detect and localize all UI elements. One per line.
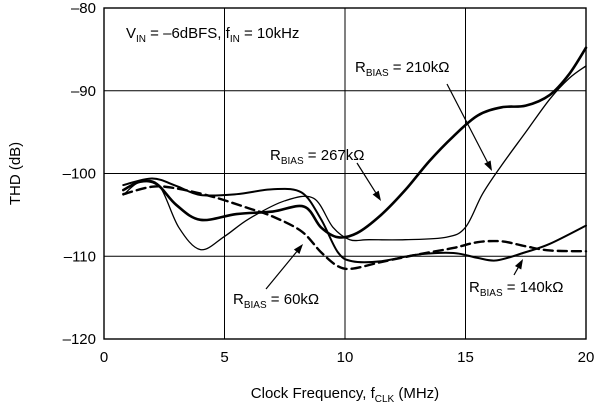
arrow-rbias-267k-shaft [356, 162, 377, 193]
label-rbias-60k-part-2: = 60kΩ [267, 291, 320, 308]
x-axis-label: Clock Frequency, fCLK (MHz) [251, 385, 439, 405]
x-tick-label-2: 10 [337, 349, 354, 366]
x-tick-label-4: 20 [578, 349, 595, 366]
x-axis-label-main: Clock Frequency, f [251, 385, 376, 402]
label-rbias-267k: RBIAS = 267kΩ [270, 147, 364, 167]
label-rbias-267k-part-1: BIAS [281, 156, 304, 167]
test-condition-label-part-0: V [126, 25, 136, 42]
arrow-rbias-60k-head [293, 244, 303, 255]
test-condition-label-part-3: IN [230, 34, 240, 45]
test-condition-label: VIN = –6dBFS, fIN = 10kHz [126, 25, 299, 45]
test-condition-label-part-4: = 10kHz [240, 25, 300, 42]
label-rbias-140k-part-1: BIAS [480, 288, 503, 299]
label-rbias-60k-part-1: BIAS [244, 300, 267, 311]
arrow-rbias-140k-shaft [513, 267, 519, 276]
y-tick-label-2: –100 [63, 166, 96, 183]
arrow-rbias-210k-head [484, 160, 492, 171]
label-rbias-60k-part-0: R [233, 291, 244, 308]
arrow-rbias-267k-head [372, 190, 381, 201]
arrow-rbias-210k-shaft [446, 83, 488, 163]
x-tick-label-3: 15 [457, 349, 474, 366]
y-tick-label-3: –110 [64, 248, 96, 265]
x-tick-label-1: 5 [220, 349, 228, 366]
y-tick-label-0: –80 [71, 0, 96, 17]
arrow-rbias-140k [513, 259, 523, 276]
label-rbias-60k: RBIAS = 60kΩ [233, 291, 319, 311]
series-lines [121, 46, 588, 271]
y-tick-label-1: –90 [71, 83, 96, 100]
label-rbias-210k-part-1: BIAS [366, 68, 389, 79]
test-condition-label-part-2: = –6dBFS, f [146, 25, 231, 42]
label-rbias-140k-part-2: = 140kΩ [503, 279, 564, 296]
arrow-rbias-267k [356, 162, 381, 201]
y-tick-label-4: –120 [63, 331, 96, 348]
label-rbias-210k: RBIAS = 210kΩ [355, 59, 449, 79]
label-rbias-210k-part-0: R [355, 59, 366, 76]
series-rbias-210k-line [122, 65, 587, 251]
series-rbias-267k-line [121, 46, 588, 239]
x-tick-label-0: 0 [100, 349, 108, 366]
arrow-rbias-140k-head [514, 259, 523, 270]
plot-frame [103, 7, 587, 340]
x-axis-label-sub: CLK [375, 394, 395, 405]
arrow-rbias-60k-shaft [265, 251, 298, 290]
test-condition-label-part-1: IN [136, 34, 146, 45]
label-rbias-267k-part-0: R [270, 147, 281, 164]
label-rbias-267k-part-2: = 267kΩ [304, 147, 365, 164]
label-rbias-140k-part-0: R [469, 279, 480, 296]
arrow-rbias-60k [265, 244, 303, 290]
x-axis-label-unit: (MHz) [394, 385, 439, 402]
y-axis-label: THD (dB) [7, 142, 24, 205]
series-rbias-140k-line [122, 177, 587, 264]
arrow-rbias-210k [446, 83, 492, 171]
grid-lines [104, 8, 586, 339]
tick-labels: 0 5 10 15 20 –80 –90 –100 –110 –120 [63, 0, 595, 366]
label-rbias-140k: RBIAS = 140kΩ [469, 279, 563, 299]
label-rbias-210k-part-2: = 210kΩ [389, 59, 450, 76]
